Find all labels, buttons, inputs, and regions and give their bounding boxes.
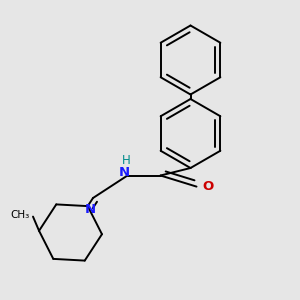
Text: O: O: [202, 179, 213, 193]
Text: H: H: [122, 154, 130, 166]
Text: CH₃: CH₃: [10, 210, 29, 220]
Text: N: N: [119, 166, 130, 179]
Text: N: N: [85, 203, 96, 216]
